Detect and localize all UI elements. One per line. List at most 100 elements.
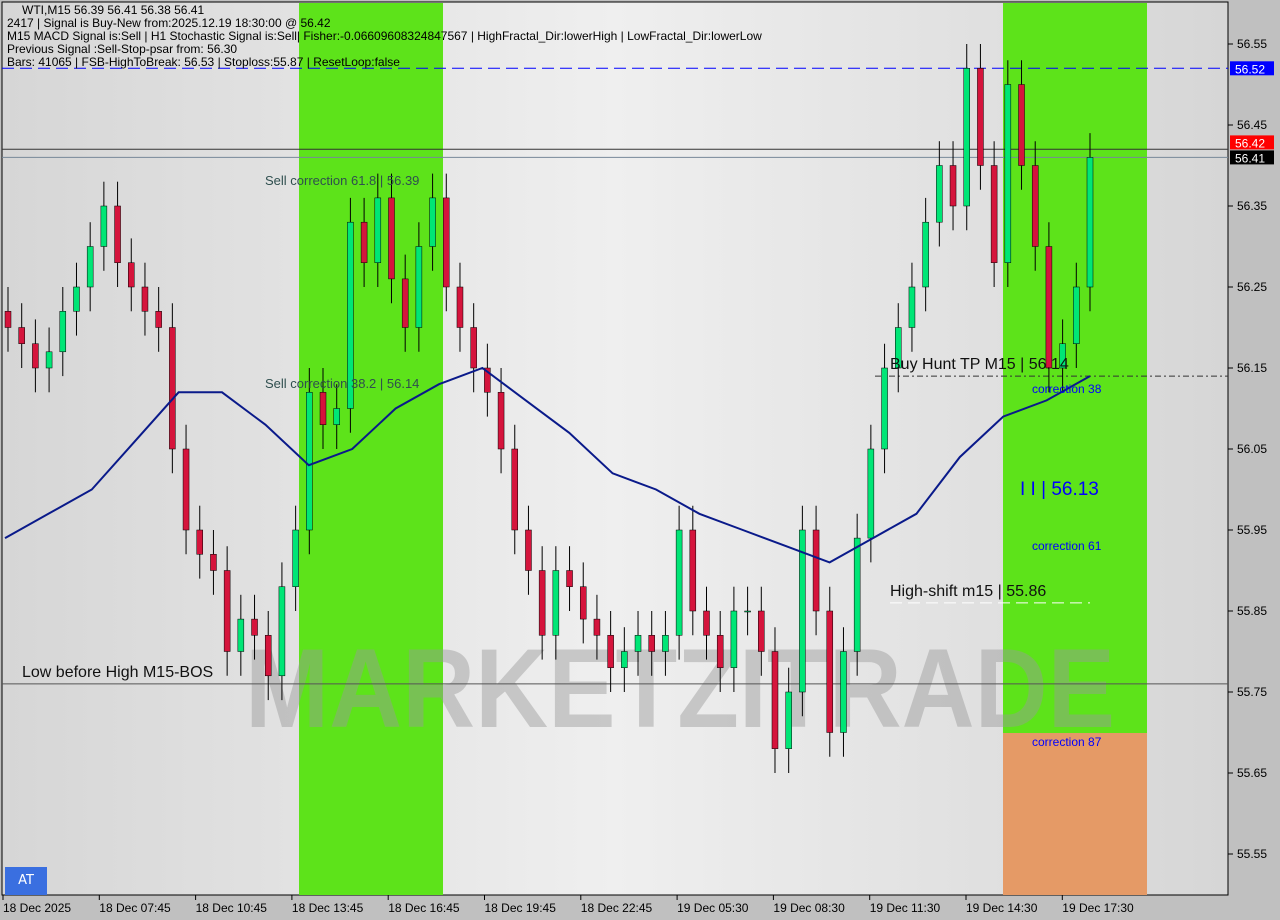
bear-candle-body	[566, 570, 573, 587]
candle	[758, 586, 765, 676]
candle	[415, 222, 423, 352]
candle	[579, 562, 587, 644]
bear-candle-body	[223, 570, 231, 652]
candle	[210, 530, 217, 595]
bull-candle-body	[785, 691, 792, 749]
bear-candle-body	[128, 262, 135, 288]
candle	[169, 303, 176, 474]
bear-candle-body	[949, 165, 957, 207]
bull-candle-body	[429, 197, 436, 247]
bear-candle-body	[511, 448, 519, 531]
bull-candle-body	[621, 651, 628, 668]
candle	[237, 594, 245, 676]
candle	[799, 505, 806, 717]
bear-candle-body	[1031, 165, 1039, 247]
bull-candle-body	[278, 586, 286, 677]
bear-candle-body	[319, 392, 327, 425]
x-tick-label: 18 Dec 10:45	[196, 901, 268, 915]
bear-candle-body	[18, 327, 25, 344]
bear-candle-body	[716, 635, 724, 668]
indicators-line: M15 MACD Signal is:Sell | H1 Stochastic …	[7, 29, 762, 43]
bull-candle-body	[1004, 84, 1012, 263]
bear-candle-body	[826, 610, 834, 733]
x-tick-label: 18 Dec 16:45	[388, 901, 460, 915]
candle	[812, 505, 820, 636]
bull-candle-body	[73, 286, 80, 312]
bull-candle-body	[922, 221, 929, 288]
bear-candle-body	[607, 635, 614, 668]
bull-candle-body	[45, 351, 53, 369]
bull-candle-body	[306, 392, 313, 531]
x-tick-label: 18 Dec 2025	[3, 901, 71, 915]
candle	[4, 287, 12, 352]
candle	[18, 303, 25, 368]
bull-candle-body	[744, 610, 751, 613]
x-tick-label: 19 Dec 11:30	[870, 901, 941, 915]
bull-candle-body	[634, 635, 642, 652]
auto-trading-badge[interactable]: AT	[5, 867, 47, 895]
candle	[347, 197, 354, 433]
bull-candle-body	[895, 327, 902, 369]
bull-candle-body	[908, 286, 916, 328]
bull-candle-body	[853, 537, 861, 652]
bull-candle-body	[333, 408, 340, 425]
candle	[922, 197, 929, 312]
bear-candle-body	[360, 221, 368, 263]
candle	[484, 343, 491, 417]
candle	[853, 513, 861, 676]
bear-candle-body	[141, 286, 149, 312]
candle	[730, 586, 738, 692]
x-tick-label: 19 Dec 08:30	[773, 901, 845, 915]
bull-candle-body	[374, 197, 382, 263]
price-label-box	[1230, 135, 1274, 150]
candle	[251, 594, 258, 660]
candle	[73, 262, 80, 336]
y-tick-label: 55.85	[1237, 604, 1267, 618]
candle	[552, 546, 560, 660]
candle	[990, 141, 998, 287]
orange-zone	[1003, 733, 1147, 895]
candle	[319, 368, 327, 449]
bull-candle-body	[552, 570, 560, 636]
x-tick-label: 19 Dec 05:30	[677, 901, 749, 915]
price-label-box	[1230, 150, 1274, 165]
bull-candle-body	[59, 311, 67, 353]
candle	[497, 368, 505, 474]
candle	[278, 562, 286, 701]
previous-signal-line: Previous Signal :Sell-Stop-psar from: 56…	[7, 42, 238, 56]
bear-candle-body	[264, 635, 272, 677]
bear-candle-body	[812, 529, 820, 612]
price-label: 56.42	[1235, 136, 1265, 150]
x-tick-label: 19 Dec 17:30	[1062, 901, 1134, 915]
candle	[333, 384, 340, 449]
bear-candle-body	[169, 327, 176, 450]
x-tick-label: 18 Dec 07:45	[99, 901, 171, 915]
candle	[264, 611, 272, 701]
candle	[566, 546, 573, 611]
moving-average-line	[4, 366, 1091, 564]
candle	[977, 44, 984, 190]
candle	[429, 173, 436, 271]
bear-candle-body	[456, 286, 464, 328]
candle	[155, 287, 162, 352]
y-tick-label: 56.15	[1237, 361, 1267, 375]
candle	[1018, 60, 1025, 190]
bull-candle-body	[662, 635, 669, 652]
bear-candle-body	[990, 165, 998, 263]
candle	[936, 141, 943, 247]
bear-candle-body	[497, 392, 505, 450]
candle	[141, 262, 149, 336]
y-tick-label: 55.65	[1237, 766, 1267, 780]
bull-candle-body	[292, 529, 299, 587]
candle	[360, 197, 368, 287]
candle	[621, 627, 628, 692]
y-tick-label: 55.95	[1237, 523, 1267, 537]
candle	[881, 343, 888, 474]
bull-candle-body	[867, 448, 875, 539]
candle	[525, 505, 532, 595]
bear-candle-body	[484, 367, 491, 393]
bull-candle-body	[840, 651, 847, 733]
candle	[45, 327, 53, 393]
candle	[32, 319, 39, 393]
